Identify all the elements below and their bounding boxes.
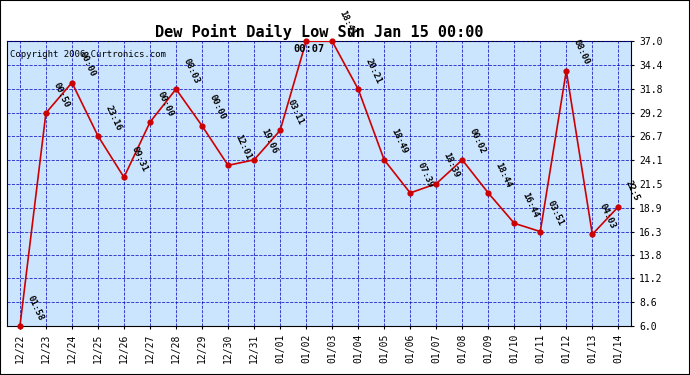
Point	[14, 323, 26, 329]
Text: 23:16: 23:16	[104, 104, 123, 132]
Text: 00:07: 00:07	[293, 44, 324, 54]
Point	[66, 80, 77, 86]
Text: 00:00: 00:00	[77, 50, 97, 78]
Text: 08:00: 08:00	[572, 38, 591, 66]
Point	[431, 181, 442, 187]
Text: 03:11: 03:11	[286, 98, 305, 126]
Point	[223, 162, 234, 168]
Text: 18:41: 18:41	[337, 9, 357, 37]
Text: Copyright 2006 Curtronics.com: Copyright 2006 Curtronics.com	[10, 50, 166, 59]
Text: 19:06: 19:06	[259, 128, 279, 156]
Text: 22:5: 22:5	[624, 179, 641, 203]
Text: 16:44: 16:44	[520, 191, 540, 219]
Text: 18:39: 18:39	[442, 152, 462, 180]
Point	[535, 228, 546, 234]
Text: 12:01: 12:01	[234, 133, 253, 161]
Text: 07:39: 07:39	[416, 160, 435, 189]
Text: 03:51: 03:51	[546, 199, 565, 227]
Text: 00:00: 00:00	[155, 90, 175, 118]
Point	[92, 133, 104, 139]
Point	[326, 38, 337, 44]
Text: 18:49: 18:49	[390, 128, 409, 156]
Point	[457, 157, 468, 163]
Text: 00:50: 00:50	[52, 81, 71, 109]
Point	[586, 231, 598, 237]
Text: 08:03: 08:03	[181, 57, 201, 85]
Point	[41, 110, 52, 116]
Text: 00:02: 00:02	[468, 128, 487, 156]
Point	[509, 220, 520, 226]
Text: 09:31: 09:31	[130, 145, 149, 173]
Text: 18:44: 18:44	[494, 160, 513, 189]
Text: 20:21: 20:21	[364, 57, 383, 85]
Point	[483, 190, 494, 196]
Point	[119, 174, 130, 180]
Text: 04:03: 04:03	[598, 202, 618, 230]
Point	[561, 68, 572, 74]
Point	[353, 86, 364, 92]
Point	[275, 128, 286, 134]
Point	[613, 204, 624, 210]
Point	[301, 38, 312, 44]
Point	[170, 86, 181, 92]
Point	[404, 190, 415, 196]
Point	[197, 123, 208, 129]
Point	[379, 157, 390, 163]
Point	[248, 157, 259, 163]
Text: 00:00: 00:00	[208, 93, 227, 122]
Title: Dew Point Daily Low Sun Jan 15 00:00: Dew Point Daily Low Sun Jan 15 00:00	[155, 24, 484, 40]
Point	[144, 119, 155, 125]
Text: 01:58: 01:58	[26, 294, 45, 322]
